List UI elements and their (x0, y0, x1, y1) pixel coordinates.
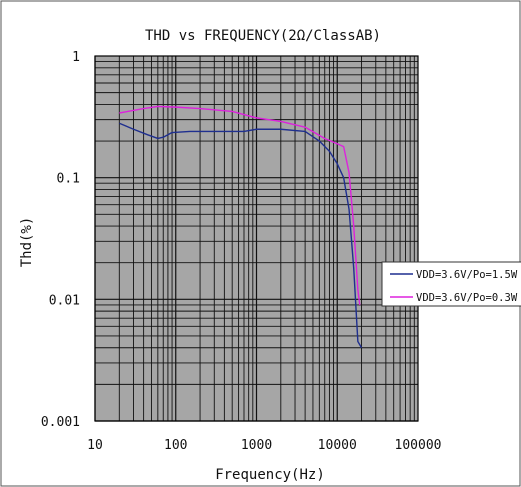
x-tick-label: 1000 (241, 438, 272, 453)
x-axis-label: Frequency(Hz) (215, 467, 325, 483)
x-tick-label: 100 (164, 438, 187, 453)
y-tick-labels: 1 0.1 0.01 0.001 (41, 50, 80, 430)
legend: VDD=3.6V/Po=1.5W VDD=3.6V/Po=0.3W (381, 261, 521, 307)
y-tick-label: 0.1 (57, 172, 80, 187)
series-line-2 (119, 105, 361, 305)
legend-label-series-1: VDD=3.6V/Po=1.5W (416, 269, 518, 281)
y-tick-label: 0.01 (49, 293, 80, 308)
x-tick-label: 100000 (395, 438, 442, 453)
x-tick-label: 10000 (318, 438, 357, 453)
series-layer (119, 105, 363, 349)
y-tick-label: 0.001 (41, 415, 80, 430)
series-line-1 (119, 122, 363, 349)
plot-border (94, 55, 419, 422)
legend-label-series-2: VDD=3.6V/Po=0.3W (416, 292, 518, 304)
y-axis-label: Thd(%) (19, 217, 35, 268)
x-tick-labels: 10 100 1000 10000 100000 (87, 438, 441, 453)
y-tick-label: 1 (72, 50, 80, 65)
x-tick-label: 10 (87, 438, 103, 453)
chart-title: THD vs FREQUENCY(2Ω/ClassAB) (145, 28, 381, 44)
legend-box (381, 261, 521, 307)
